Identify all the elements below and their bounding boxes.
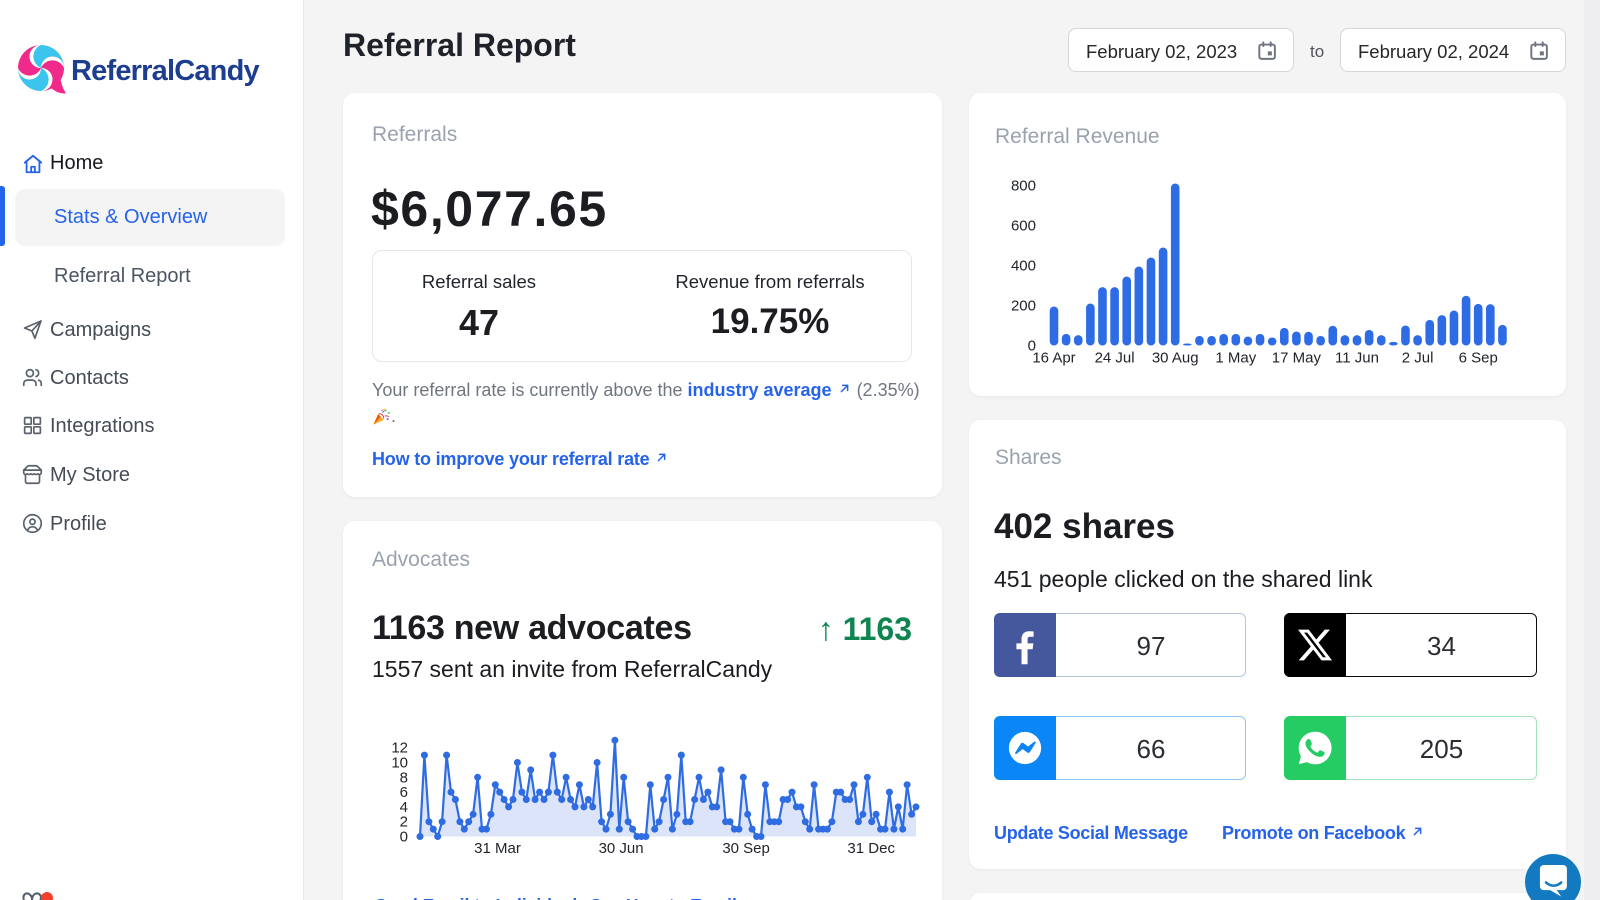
svg-text:0: 0 (400, 829, 408, 846)
svg-text:0: 0 (1028, 338, 1036, 355)
svg-text:6: 6 (400, 784, 408, 801)
svg-text:4: 4 (400, 799, 408, 816)
svg-text:400: 400 (1011, 258, 1036, 275)
svg-text:600: 600 (1011, 218, 1036, 235)
svg-text:31 Dec: 31 Dec (847, 840, 895, 857)
svg-text:17 May: 17 May (1272, 350, 1322, 367)
svg-text:30 Sep: 30 Sep (722, 840, 770, 857)
svg-text:800: 800 (1011, 178, 1036, 195)
svg-text:30 Jun: 30 Jun (599, 840, 644, 857)
svg-text:16 Apr: 16 Apr (1032, 350, 1075, 367)
svg-text:2: 2 (400, 814, 408, 831)
svg-text:10: 10 (391, 755, 408, 772)
svg-text:31 Mar: 31 Mar (474, 840, 521, 857)
svg-text:24 Jul: 24 Jul (1095, 350, 1135, 367)
svg-text:12: 12 (391, 740, 408, 757)
svg-text:1 May: 1 May (1215, 350, 1256, 367)
svg-text:2 Jul: 2 Jul (1402, 350, 1434, 367)
svg-text:6 Sep: 6 Sep (1459, 350, 1498, 367)
svg-text:30 Aug: 30 Aug (1152, 350, 1199, 367)
svg-text:200: 200 (1011, 298, 1036, 315)
svg-text:8: 8 (400, 769, 408, 786)
svg-text:11 Jun: 11 Jun (1335, 350, 1379, 367)
